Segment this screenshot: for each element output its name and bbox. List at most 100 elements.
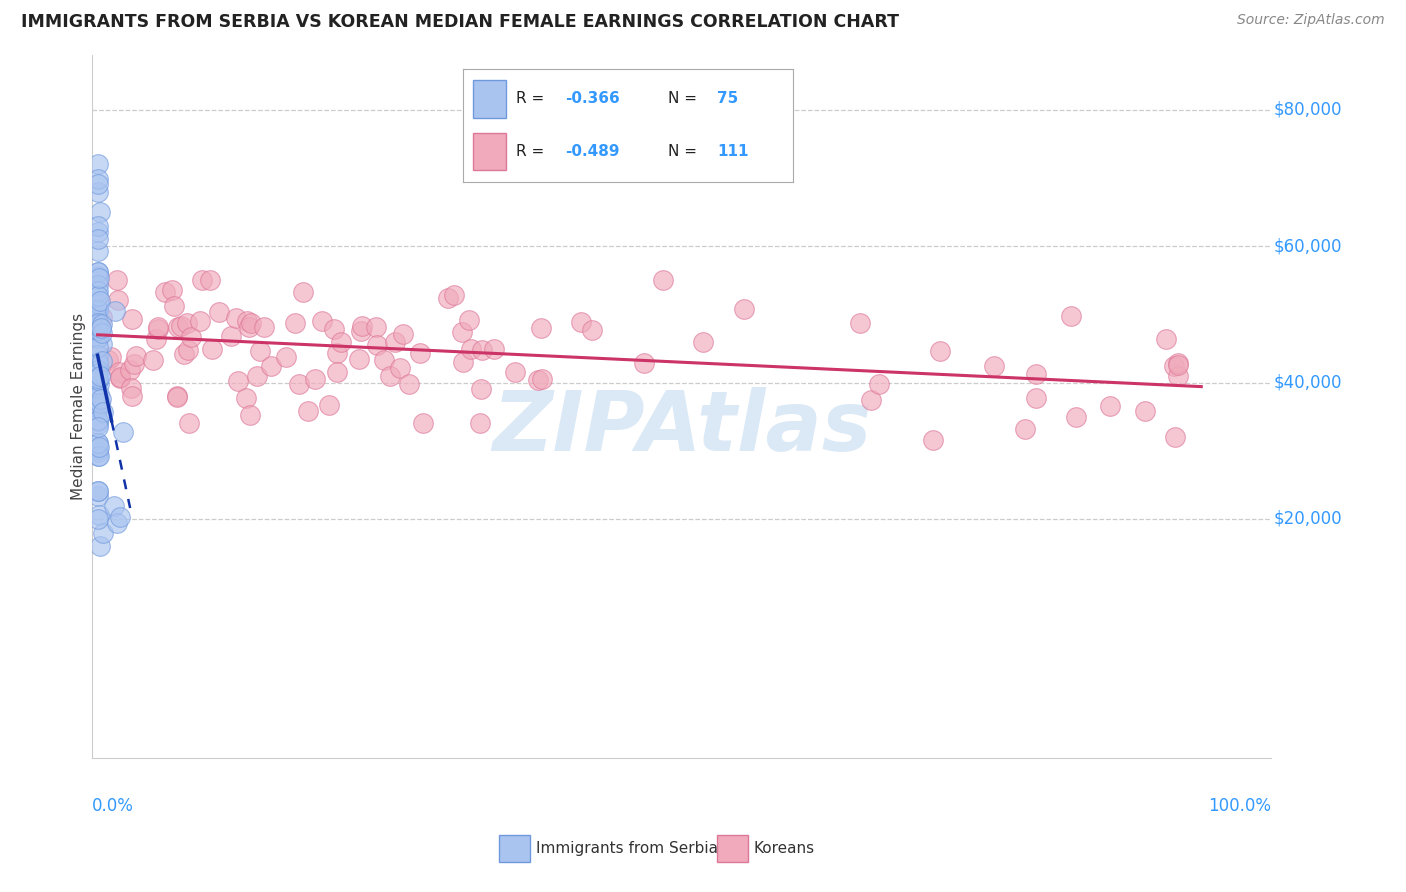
Point [87,399,110,413]
Point [87,285,110,299]
Text: Source: ZipAtlas.com: Source: ZipAtlas.com [1237,13,1385,28]
Point [104,303,127,318]
Point [329,335,352,350]
Point [103,499,125,513]
Point [87,445,110,459]
Point [176,316,198,330]
Point [86,265,108,279]
Point [326,365,349,379]
Point [86,232,108,246]
Point [692,334,714,349]
Y-axis label: Median Female Earnings: Median Female Earnings [72,313,86,500]
Point [87,356,110,370]
Point [87,414,110,428]
Point [105,273,128,287]
Point [87,483,110,498]
Point [108,365,131,379]
Point [633,355,655,369]
Point [1164,430,1187,444]
Point [188,314,211,328]
Point [148,320,170,334]
Point [87,398,110,412]
Point [1167,368,1189,383]
Point [87,440,110,454]
Point [1064,410,1087,425]
Point [291,285,314,300]
Point [91,326,114,341]
Point [236,314,259,328]
Point [527,372,550,386]
Point [200,273,222,287]
Point [350,324,373,338]
Point [105,516,128,530]
Point [378,368,401,383]
Point [929,343,952,358]
Point [87,376,110,391]
Point [733,302,755,317]
Text: $20,000: $20,000 [1274,510,1341,528]
Text: $80,000: $80,000 [1274,101,1341,119]
Point [408,346,430,360]
Point [86,358,108,372]
Point [239,316,262,330]
Point [347,351,370,366]
Point [443,287,465,301]
Point [260,359,283,373]
Point [87,386,110,401]
Point [166,390,188,404]
Point [652,273,675,287]
Point [86,372,108,386]
Point [90,353,112,368]
Point [398,376,420,391]
Point [91,336,114,351]
Point [311,313,333,327]
Point [983,359,1005,374]
Point [87,363,110,377]
Point [86,435,108,450]
Point [849,316,872,330]
Point [530,320,553,334]
Point [1163,359,1185,374]
Point [91,317,114,331]
Point [90,320,112,334]
Point [200,343,222,357]
Point [90,392,112,407]
Point [87,157,110,171]
Point [86,371,108,385]
Point [1167,356,1189,370]
Point [253,320,276,334]
Point [238,319,260,334]
Point [470,382,492,396]
Point [225,310,247,325]
Point [451,325,474,339]
Point [86,323,108,337]
Point [121,389,143,403]
Point [180,329,202,343]
Point [86,401,108,415]
Point [1060,310,1083,324]
Point [86,489,108,503]
Point [219,329,242,343]
Point [87,483,110,498]
Point [166,320,188,334]
Point [471,343,494,357]
Point [89,369,111,384]
Point [97,352,120,367]
Point [87,185,110,199]
Point [86,289,108,303]
Point [482,342,505,356]
Point [86,318,108,333]
Point [89,449,111,463]
Point [112,425,135,439]
Point [249,343,271,358]
Point [276,350,298,364]
Point [1014,421,1036,435]
Point [1135,404,1157,418]
Point [87,374,110,388]
Point [86,317,108,331]
Point [86,172,108,186]
Point [177,343,200,357]
Point [87,390,110,404]
Point [87,268,110,283]
Point [373,352,395,367]
